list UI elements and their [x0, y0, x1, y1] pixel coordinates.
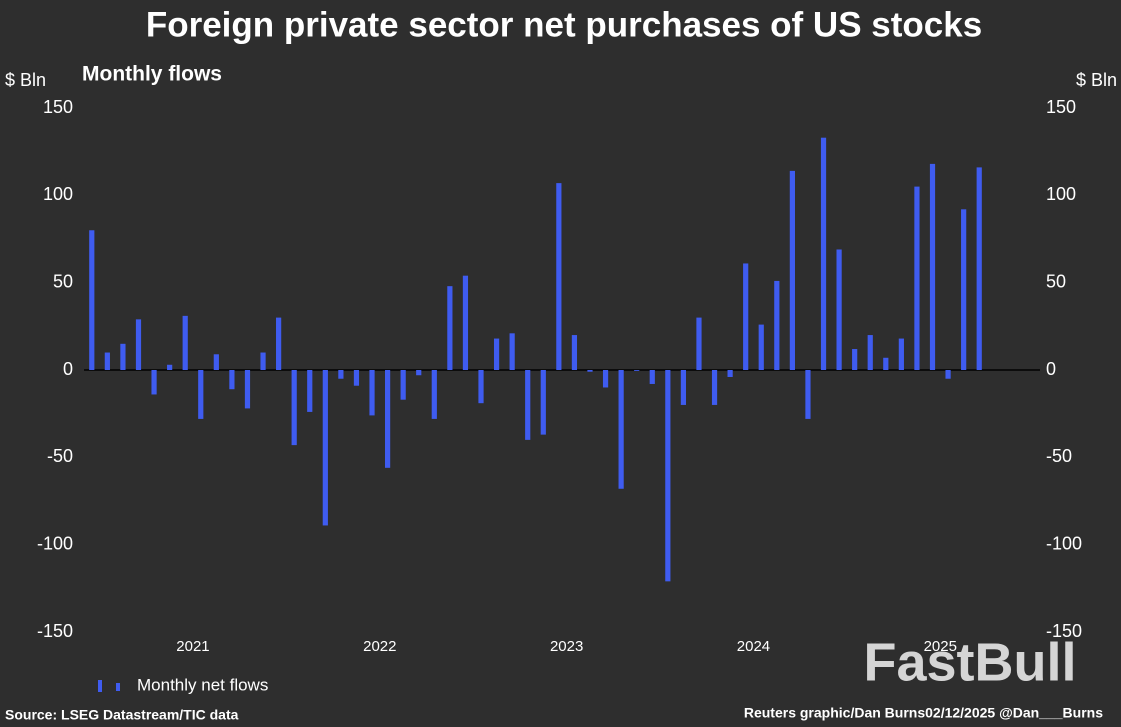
bar: [493, 338, 500, 370]
legend-swatch: [116, 683, 120, 691]
x-tick-label: 2023: [550, 638, 583, 655]
y-tick-label: -150: [37, 621, 73, 641]
watermark: FastBull: [863, 632, 1076, 692]
bar: [883, 357, 889, 370]
bar: [291, 370, 297, 446]
bar: [120, 343, 126, 370]
y2-axis-label: $ Bln: [1076, 70, 1117, 90]
y2-tick-label: 0: [1046, 359, 1056, 379]
y-tick-label: 0: [63, 359, 73, 379]
y-tick-label: 150: [43, 97, 73, 117]
y-tick-label: 100: [43, 184, 73, 204]
bar: [478, 370, 484, 404]
bar: [836, 249, 842, 370]
bar: [711, 370, 718, 405]
legend-label: Monthly net flows: [137, 675, 268, 694]
x-tick-label: 2022: [363, 638, 396, 655]
bar: [914, 186, 920, 370]
y2-tick-label: -100: [1046, 533, 1082, 553]
bar: [369, 370, 375, 416]
bar: [307, 370, 313, 412]
bar: [244, 370, 251, 409]
bar: [743, 263, 749, 370]
x-tick-label: 2024: [737, 638, 770, 655]
y2-tick-label: 150: [1046, 97, 1076, 117]
bar: [540, 370, 546, 435]
bar: [820, 137, 827, 370]
bar: [789, 170, 795, 370]
y-axis-label: $ Bln: [5, 70, 46, 90]
bar: [571, 335, 578, 370]
y2-tick-label: 100: [1046, 184, 1076, 204]
bar: [213, 354, 219, 370]
bar: [727, 370, 733, 377]
bar: [867, 335, 873, 370]
bar: [805, 370, 811, 419]
bar: [198, 370, 204, 419]
bar: [696, 317, 702, 370]
legend-swatch: [98, 680, 102, 692]
chart-subtitle: Monthly flows: [82, 63, 222, 86]
bar: [400, 370, 406, 400]
bar: [587, 370, 593, 372]
bar: [618, 370, 624, 489]
bar: [525, 370, 531, 440]
bar: [556, 183, 562, 370]
bar: [89, 230, 95, 370]
bar: [167, 364, 173, 370]
bar: [353, 370, 360, 386]
bar: [509, 333, 515, 370]
bar: [634, 370, 640, 371]
bar: [322, 370, 328, 526]
bar: [852, 349, 858, 370]
source: Source: LSEG Datastream/TIC data: [5, 707, 239, 723]
bar: [929, 163, 936, 370]
bar: [961, 209, 967, 370]
y2-tick-label: -50: [1046, 446, 1072, 466]
bar: [665, 370, 671, 582]
bar: [774, 280, 780, 370]
bar: [447, 286, 453, 370]
bar: [135, 319, 142, 370]
y-tick-label: -100: [37, 533, 73, 553]
bar: [276, 317, 282, 370]
x-tick-label: 2025: [924, 638, 957, 655]
credit: Reuters graphic/Dan Burns02/12/2025 @Dan…: [744, 705, 1103, 721]
chart-title: Foreign private sector net purchases of …: [146, 5, 982, 44]
bar: [602, 370, 609, 388]
bar: [649, 370, 655, 384]
y2-tick-label: 50: [1046, 271, 1066, 291]
bar: [338, 370, 344, 379]
bar: [945, 370, 951, 379]
bar: [151, 370, 157, 395]
x-tick-label: 2021: [176, 638, 209, 655]
bar: [260, 352, 266, 370]
bar: [758, 324, 764, 370]
y-tick-label: -50: [47, 446, 73, 466]
bar: [680, 370, 687, 405]
y-tick-label: 50: [53, 271, 73, 291]
bar: [384, 370, 391, 468]
y2-tick-label: -150: [1046, 621, 1082, 641]
bar: [462, 275, 469, 370]
bar: [431, 370, 437, 419]
bar: [976, 167, 982, 370]
bar: [182, 315, 188, 370]
bar: [416, 370, 422, 376]
bar: [898, 338, 904, 370]
bar: [104, 352, 110, 370]
bar: [229, 370, 235, 390]
